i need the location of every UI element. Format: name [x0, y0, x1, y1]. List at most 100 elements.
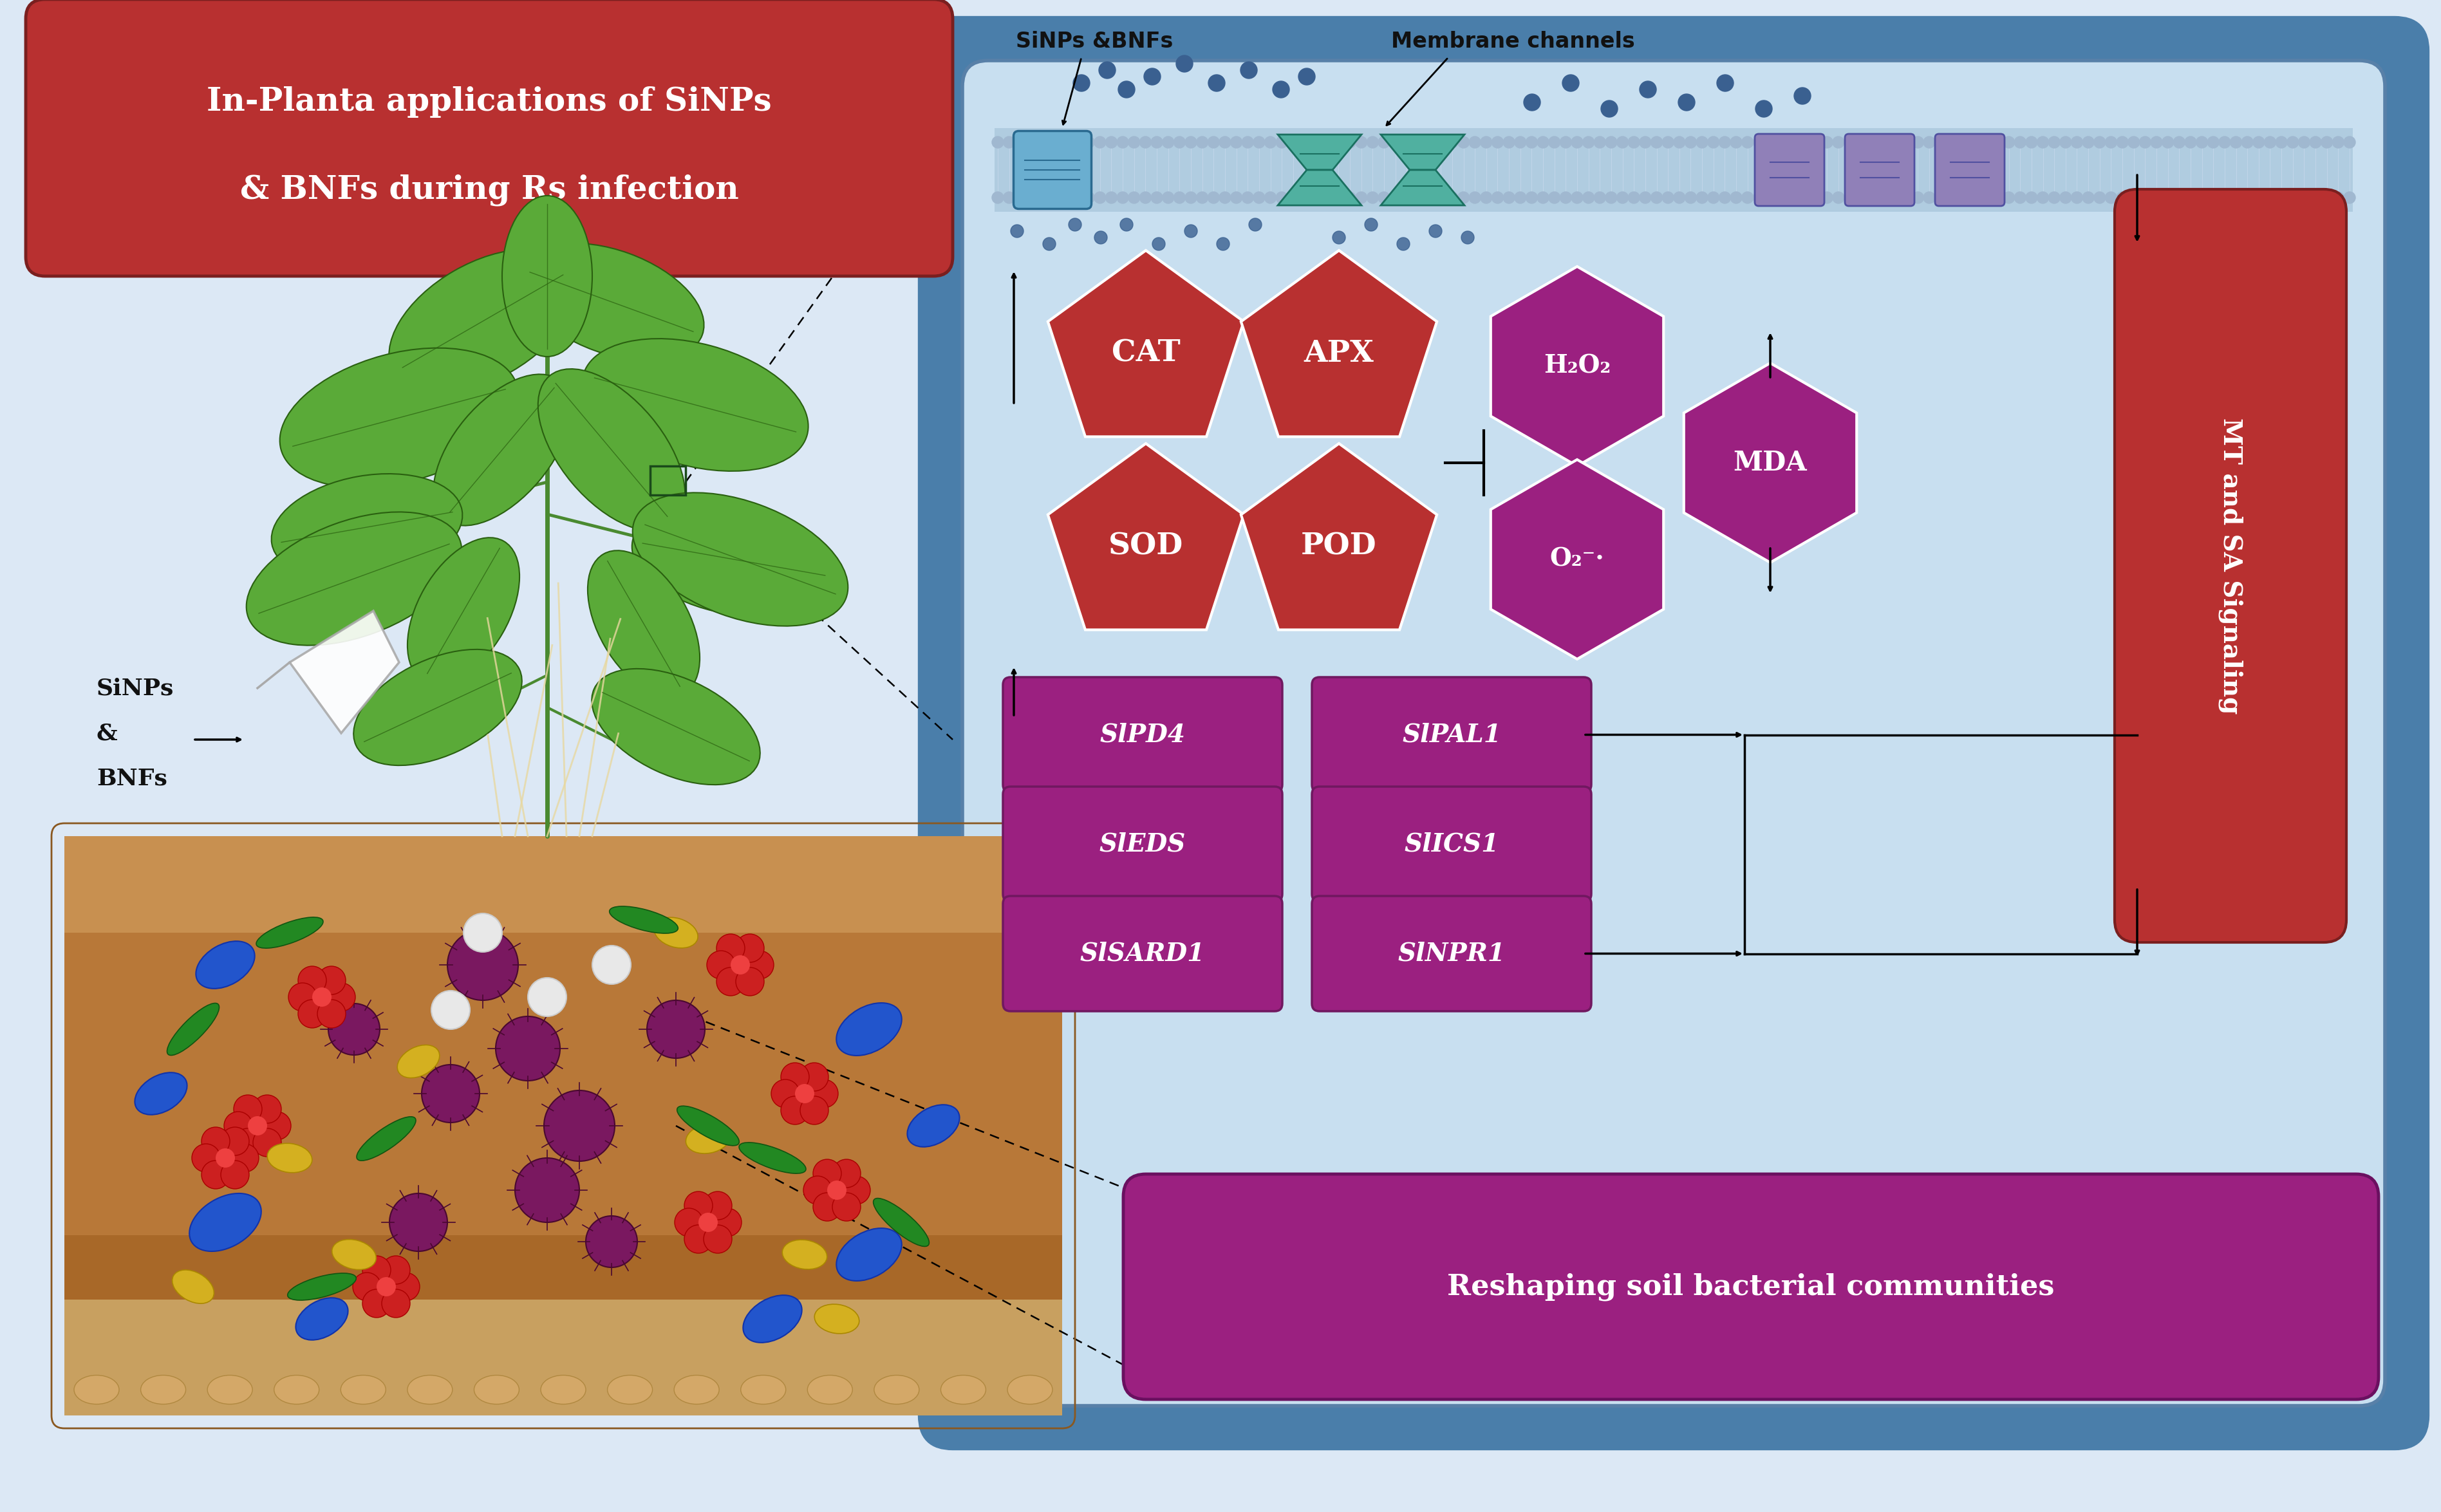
Circle shape	[2343, 136, 2356, 148]
Circle shape	[698, 1213, 718, 1232]
Circle shape	[1208, 192, 1220, 204]
Circle shape	[1389, 136, 1401, 148]
Circle shape	[1794, 88, 1811, 104]
Circle shape	[2241, 136, 2253, 148]
Circle shape	[1675, 192, 1684, 204]
Circle shape	[1299, 136, 1311, 148]
Circle shape	[234, 1095, 261, 1123]
Circle shape	[327, 1004, 381, 1055]
Circle shape	[1162, 192, 1174, 204]
Ellipse shape	[190, 1193, 261, 1252]
Circle shape	[1311, 192, 1321, 204]
FancyBboxPatch shape	[1003, 677, 1282, 792]
Circle shape	[1345, 136, 1355, 148]
Circle shape	[1992, 192, 2004, 204]
Circle shape	[1003, 136, 1015, 148]
Ellipse shape	[503, 195, 593, 357]
Circle shape	[249, 1116, 266, 1136]
Circle shape	[703, 1191, 732, 1220]
Ellipse shape	[271, 473, 461, 581]
Circle shape	[2104, 136, 2116, 148]
Ellipse shape	[398, 1045, 439, 1078]
Circle shape	[1355, 136, 1367, 148]
Circle shape	[1321, 192, 1333, 204]
Circle shape	[1003, 192, 1015, 204]
Circle shape	[735, 968, 764, 996]
Circle shape	[1355, 192, 1367, 204]
Circle shape	[2231, 136, 2241, 148]
Ellipse shape	[474, 1376, 520, 1405]
Circle shape	[1401, 192, 1413, 204]
Ellipse shape	[332, 1240, 376, 1270]
Circle shape	[1980, 136, 1992, 148]
Circle shape	[1526, 136, 1538, 148]
Polygon shape	[1491, 266, 1662, 466]
Circle shape	[1252, 192, 1264, 204]
Circle shape	[1333, 192, 1345, 204]
Ellipse shape	[408, 538, 520, 683]
Circle shape	[2207, 192, 2219, 204]
Circle shape	[1240, 62, 1257, 79]
Polygon shape	[1491, 460, 1662, 659]
Circle shape	[991, 136, 1003, 148]
Circle shape	[1889, 136, 1902, 148]
Circle shape	[1809, 192, 1821, 204]
Circle shape	[796, 1084, 815, 1104]
Ellipse shape	[740, 1376, 786, 1405]
Circle shape	[234, 1128, 261, 1157]
Circle shape	[2185, 192, 2197, 204]
Circle shape	[1367, 136, 1379, 148]
Circle shape	[381, 1256, 410, 1284]
Circle shape	[1311, 136, 1321, 148]
Circle shape	[674, 1208, 703, 1237]
Circle shape	[1120, 218, 1133, 231]
Circle shape	[1911, 192, 1924, 204]
Circle shape	[2163, 136, 2172, 148]
Circle shape	[1277, 136, 1286, 148]
Circle shape	[1272, 82, 1289, 98]
Text: BNFs: BNFs	[98, 767, 168, 789]
Circle shape	[1855, 192, 1867, 204]
Circle shape	[288, 983, 317, 1012]
Text: Membrane channels: Membrane channels	[1391, 30, 1635, 51]
Circle shape	[2241, 192, 2253, 204]
Circle shape	[1491, 192, 1504, 204]
Circle shape	[1924, 136, 1936, 148]
Circle shape	[1889, 192, 1902, 204]
Circle shape	[2129, 136, 2141, 148]
Circle shape	[1196, 136, 1208, 148]
Text: SlEDS: SlEDS	[1098, 832, 1186, 856]
Circle shape	[1423, 192, 1435, 204]
Ellipse shape	[408, 1376, 452, 1405]
Circle shape	[2070, 192, 2082, 204]
Circle shape	[2172, 192, 2185, 204]
Circle shape	[1562, 74, 1579, 91]
Circle shape	[1731, 192, 1743, 204]
Circle shape	[1902, 136, 1911, 148]
Circle shape	[1945, 192, 1958, 204]
Circle shape	[193, 1143, 220, 1172]
Circle shape	[1050, 192, 1059, 204]
Circle shape	[1970, 136, 1980, 148]
Text: SlSARD1: SlSARD1	[1079, 942, 1206, 966]
Circle shape	[220, 1126, 249, 1155]
Circle shape	[1345, 192, 1355, 204]
Circle shape	[2321, 136, 2334, 148]
Circle shape	[1787, 136, 1799, 148]
Circle shape	[1572, 136, 1582, 148]
Circle shape	[1572, 192, 1582, 204]
FancyBboxPatch shape	[2114, 189, 2346, 942]
Polygon shape	[1382, 169, 1465, 206]
Circle shape	[1069, 218, 1081, 231]
Circle shape	[1333, 231, 1345, 243]
Circle shape	[810, 1080, 837, 1108]
Bar	[993, 129, 2353, 212]
Circle shape	[2116, 192, 2129, 204]
Circle shape	[2185, 136, 2197, 148]
Circle shape	[1208, 136, 1220, 148]
Circle shape	[2207, 136, 2219, 148]
Polygon shape	[1684, 363, 1858, 562]
Circle shape	[1765, 192, 1777, 204]
Circle shape	[1469, 136, 1482, 148]
Circle shape	[2163, 192, 2172, 204]
